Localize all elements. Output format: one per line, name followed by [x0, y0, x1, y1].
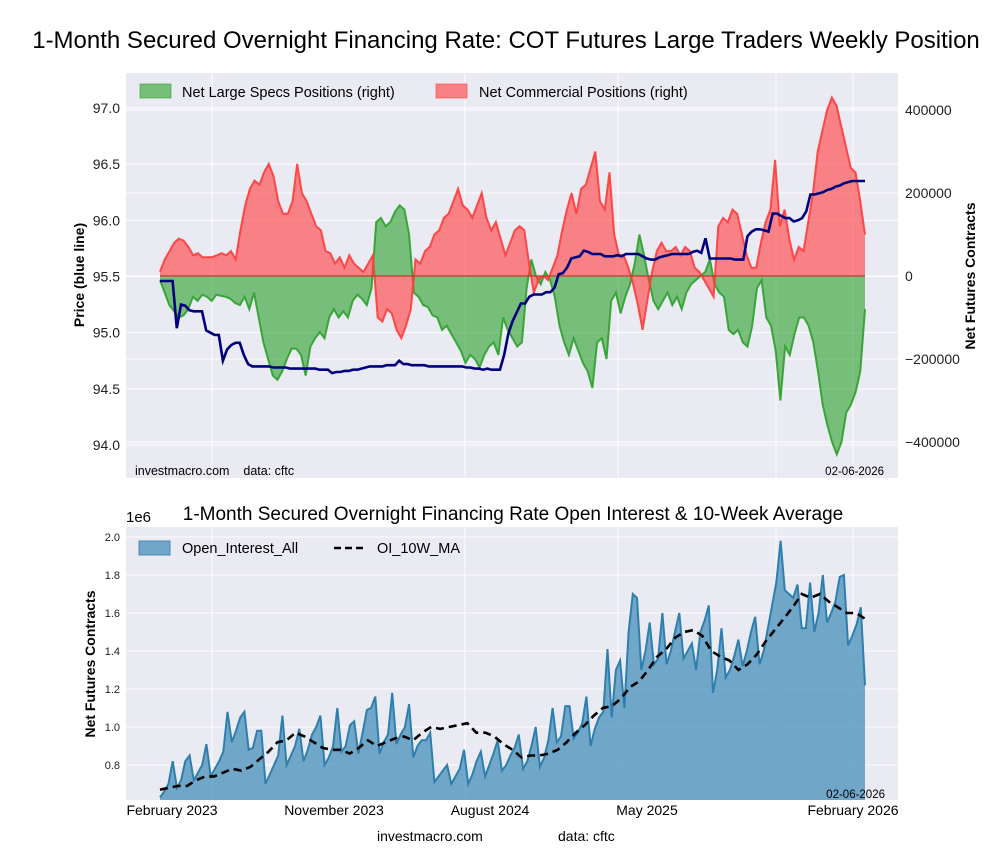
oi-chart-title: 1-Month Secured Overnight Financing Rate…	[183, 504, 843, 525]
open-interest-line	[159, 540, 866, 798]
top-footer-source: investmacro.com data: cftc	[135, 464, 294, 478]
right-tick-label: 0	[905, 268, 913, 284]
ma-line	[159, 592, 866, 791]
right-tick-label: 200000	[905, 185, 952, 201]
x-tick-label: August 2024	[451, 802, 530, 818]
y-tick-label: 2.0	[105, 532, 120, 544]
y-tick-label: 1.6	[105, 608, 120, 620]
legend-swatch-commercial	[435, 83, 468, 99]
left-tick-label: 97.0	[93, 100, 120, 116]
commercial-area	[160, 97, 865, 339]
legend-swatch-specs	[139, 83, 172, 99]
bottom-legend: Open_Interest_All OI_10W_MA	[138, 540, 460, 557]
legend-label-oi: Open_Interest_All	[182, 541, 298, 557]
bottom-date-label: 02-06-2026	[826, 789, 885, 801]
left-tick-label: 95.5	[93, 268, 120, 284]
price-line	[160, 179, 865, 375]
x-tick-label: February 2026	[807, 802, 898, 818]
y-tick-label: 0.8	[105, 760, 120, 772]
x-tick-label: November 2023	[284, 802, 384, 818]
figure-title: 1-Month Secured Overnight Financing Rate…	[32, 27, 980, 54]
left-tick-label: 96.0	[93, 212, 120, 228]
top-left-axis: 94.0 94.5 95.0 95.5 96.0 96.5 97.0	[93, 100, 120, 453]
right-axis-label: Net Futures Contracts	[962, 202, 978, 349]
legend-swatch-oi	[138, 540, 171, 556]
right-tick-label: −400000	[905, 434, 960, 450]
left-tick-label: 96.5	[93, 156, 120, 172]
x-tick-label: May 2025	[616, 802, 678, 818]
left-tick-label: 94.5	[93, 381, 120, 397]
y-tick-label: 1.2	[105, 684, 120, 696]
bottom-x-axis: February 2023 November 2023 August 2024 May…	[126, 802, 898, 818]
left-tick-label: 94.0	[93, 437, 120, 453]
right-tick-label: 400000	[905, 102, 952, 118]
top-legend: Net Large Specs Positions (right) Net Co…	[139, 83, 688, 101]
left-axis-label: Price (blue line)	[71, 223, 87, 327]
x-tick-label: February 2023	[126, 802, 217, 818]
y-multiplier: 1e6	[126, 509, 151, 526]
bottom-areas	[159, 540, 866, 800]
legend-label-specs: Net Large Specs Positions (right)	[182, 85, 395, 101]
left-tick-label: 95.0	[93, 325, 120, 341]
oi-axis-label: Net Futures Contracts	[82, 590, 98, 737]
specs-area	[160, 205, 865, 455]
legend-label-commercial: Net Commercial Positions (right)	[479, 85, 688, 101]
right-tick-label: −200000	[905, 351, 960, 367]
footer-source: data: cftc	[558, 828, 615, 844]
legend-label-ma: OI_10W_MA	[377, 541, 460, 557]
specs-line	[159, 203, 866, 458]
commercial-line	[159, 95, 866, 341]
y-tick-label: 1.8	[105, 570, 120, 582]
top-areas	[159, 95, 866, 458]
top-right-axis: −400000 −200000 0 200000 400000	[905, 102, 960, 450]
footer-site: investmacro.com	[377, 828, 483, 844]
bottom-y-axis: 0.8 1.0 1.2 1.4 1.6 1.8 2.0	[105, 532, 120, 772]
y-tick-label: 1.0	[105, 722, 120, 734]
top-date-label: 02-06-2026	[825, 466, 884, 478]
y-tick-label: 1.4	[105, 646, 120, 658]
open-interest-area	[160, 540, 865, 800]
